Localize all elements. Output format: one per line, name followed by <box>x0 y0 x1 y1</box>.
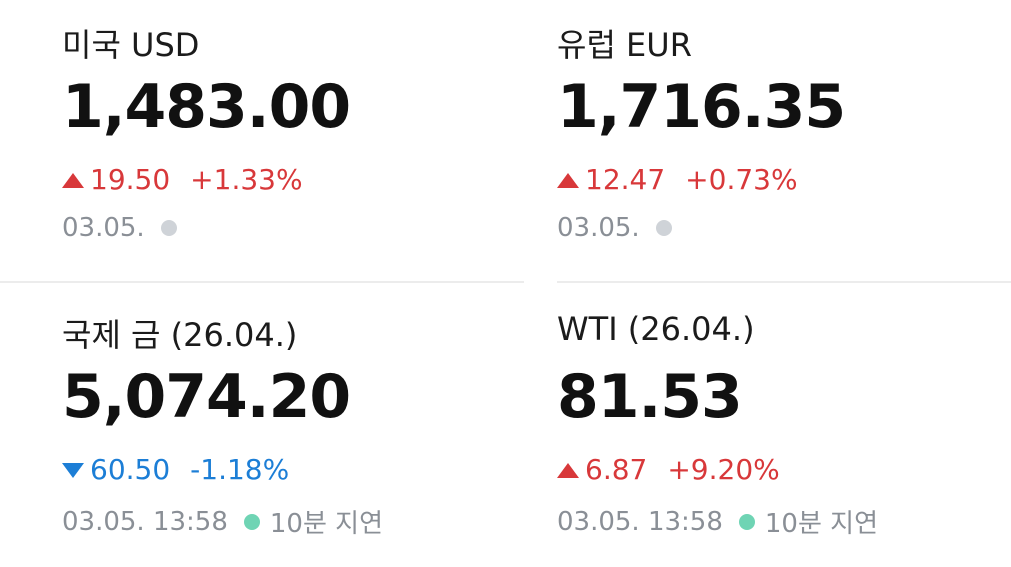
divider <box>557 281 1011 283</box>
change-row: 12.47 +0.73% <box>557 163 798 196</box>
quote-name: WTI (26.04.) <box>557 310 755 348</box>
quote-card[interactable]: 미국 USD 1,483.00 19.50 +1.33% 03.05. <box>62 0 502 270</box>
delay-label: 10분 지연 <box>764 509 878 539</box>
quote-card[interactable]: 유럽 EUR 1,716.35 12.47 +0.73% 03.05. <box>557 0 997 270</box>
arrow-shape <box>557 172 579 188</box>
status-dot <box>738 513 755 530</box>
arrow-shape <box>557 462 579 478</box>
direction-arrow <box>62 462 84 478</box>
arrow-shape <box>62 462 84 478</box>
date-row: 03.05. 13:58 10분 지연 <box>62 503 383 540</box>
change-percent: +9.20% <box>667 453 780 486</box>
quote-date: 03.05. <box>557 213 640 243</box>
quote-name: 국제 금 (26.04.) <box>62 316 298 354</box>
change-percent: +1.33% <box>190 163 303 196</box>
quote-card[interactable]: WTI (26.04.) 81.53 6.87 +9.20% 03.05. 13:58 1… <box>557 290 997 560</box>
date-row: 03.05. <box>557 213 682 243</box>
quote-date: 03.05. 13:58 <box>62 506 228 537</box>
status-dot <box>655 220 672 236</box>
change-percent: +0.73% <box>685 163 798 196</box>
change-row: 60.50 -1.18% <box>62 453 289 486</box>
direction-arrow <box>557 462 579 478</box>
divider <box>0 281 524 283</box>
delay-label: 10분 지연 <box>269 509 383 539</box>
direction-arrow <box>557 172 579 188</box>
status-dot <box>243 513 260 530</box>
change-row: 6.87 +9.20% <box>557 453 780 486</box>
change-value: 12.47 <box>585 163 666 196</box>
change-value: 6.87 <box>585 453 648 486</box>
quote-card[interactable]: 국제 금 (26.04.) 5,074.20 60.50 -1.18% 03.05. 1… <box>62 290 502 560</box>
change-value: 60.50 <box>90 453 171 486</box>
change-value: 19.50 <box>90 163 171 196</box>
status-dot <box>160 220 177 236</box>
change-percent: -1.18% <box>190 453 290 486</box>
quote-date: 03.05. <box>62 213 145 243</box>
quote-name: 유럽 EUR <box>557 26 692 64</box>
quote-price: 1,716.35 <box>557 72 846 142</box>
quote-price: 5,074.20 <box>62 362 351 432</box>
quote-price: 1,483.00 <box>62 72 351 142</box>
quote-price: 81.53 <box>557 362 743 432</box>
change-row: 19.50 +1.33% <box>62 163 303 196</box>
direction-arrow <box>62 172 84 188</box>
date-row: 03.05. <box>62 213 187 243</box>
date-row: 03.05. 13:58 10분 지연 <box>557 503 878 540</box>
quote-name: 미국 USD <box>62 26 200 64</box>
arrow-shape <box>62 172 84 188</box>
quote-date: 03.05. 13:58 <box>557 506 723 537</box>
